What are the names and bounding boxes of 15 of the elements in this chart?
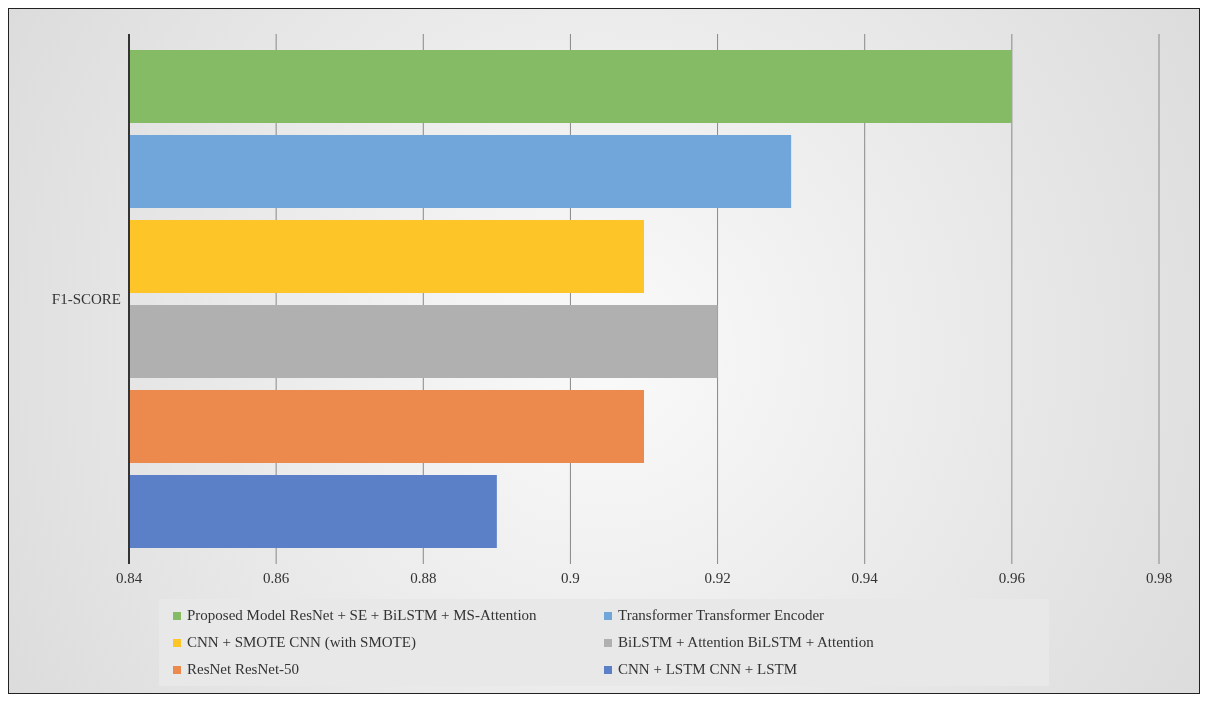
- legend-label: Proposed Model ResNet + SE + BiLSTM + MS-Attention: [187, 607, 537, 624]
- x-tick-label: 0.86: [263, 569, 290, 586]
- x-tick-label: 0.92: [704, 569, 731, 586]
- x-tick-label: 0.98: [1145, 569, 1173, 586]
- legend-label: CNN + LSTM CNN + LSTM: [618, 661, 798, 678]
- x-tick-label: 0.84: [115, 569, 143, 586]
- legend-label: BiLSTM + Attention BiLSTM + Attention: [618, 634, 874, 651]
- y-tick-label: F1-SCORE: [51, 291, 121, 308]
- legend-label: Transformer Transformer Encoder: [618, 607, 825, 624]
- legend-label: CNN + SMOTE CNN (with SMOTE): [187, 634, 416, 651]
- x-tick-label: 0.96: [998, 569, 1026, 586]
- legend-label: ResNet ResNet-50: [187, 661, 300, 678]
- x-tick-label: 0.9: [561, 569, 580, 586]
- x-tick-label: 0.88: [410, 569, 437, 586]
- x-tick-label: 0.94: [851, 569, 879, 586]
